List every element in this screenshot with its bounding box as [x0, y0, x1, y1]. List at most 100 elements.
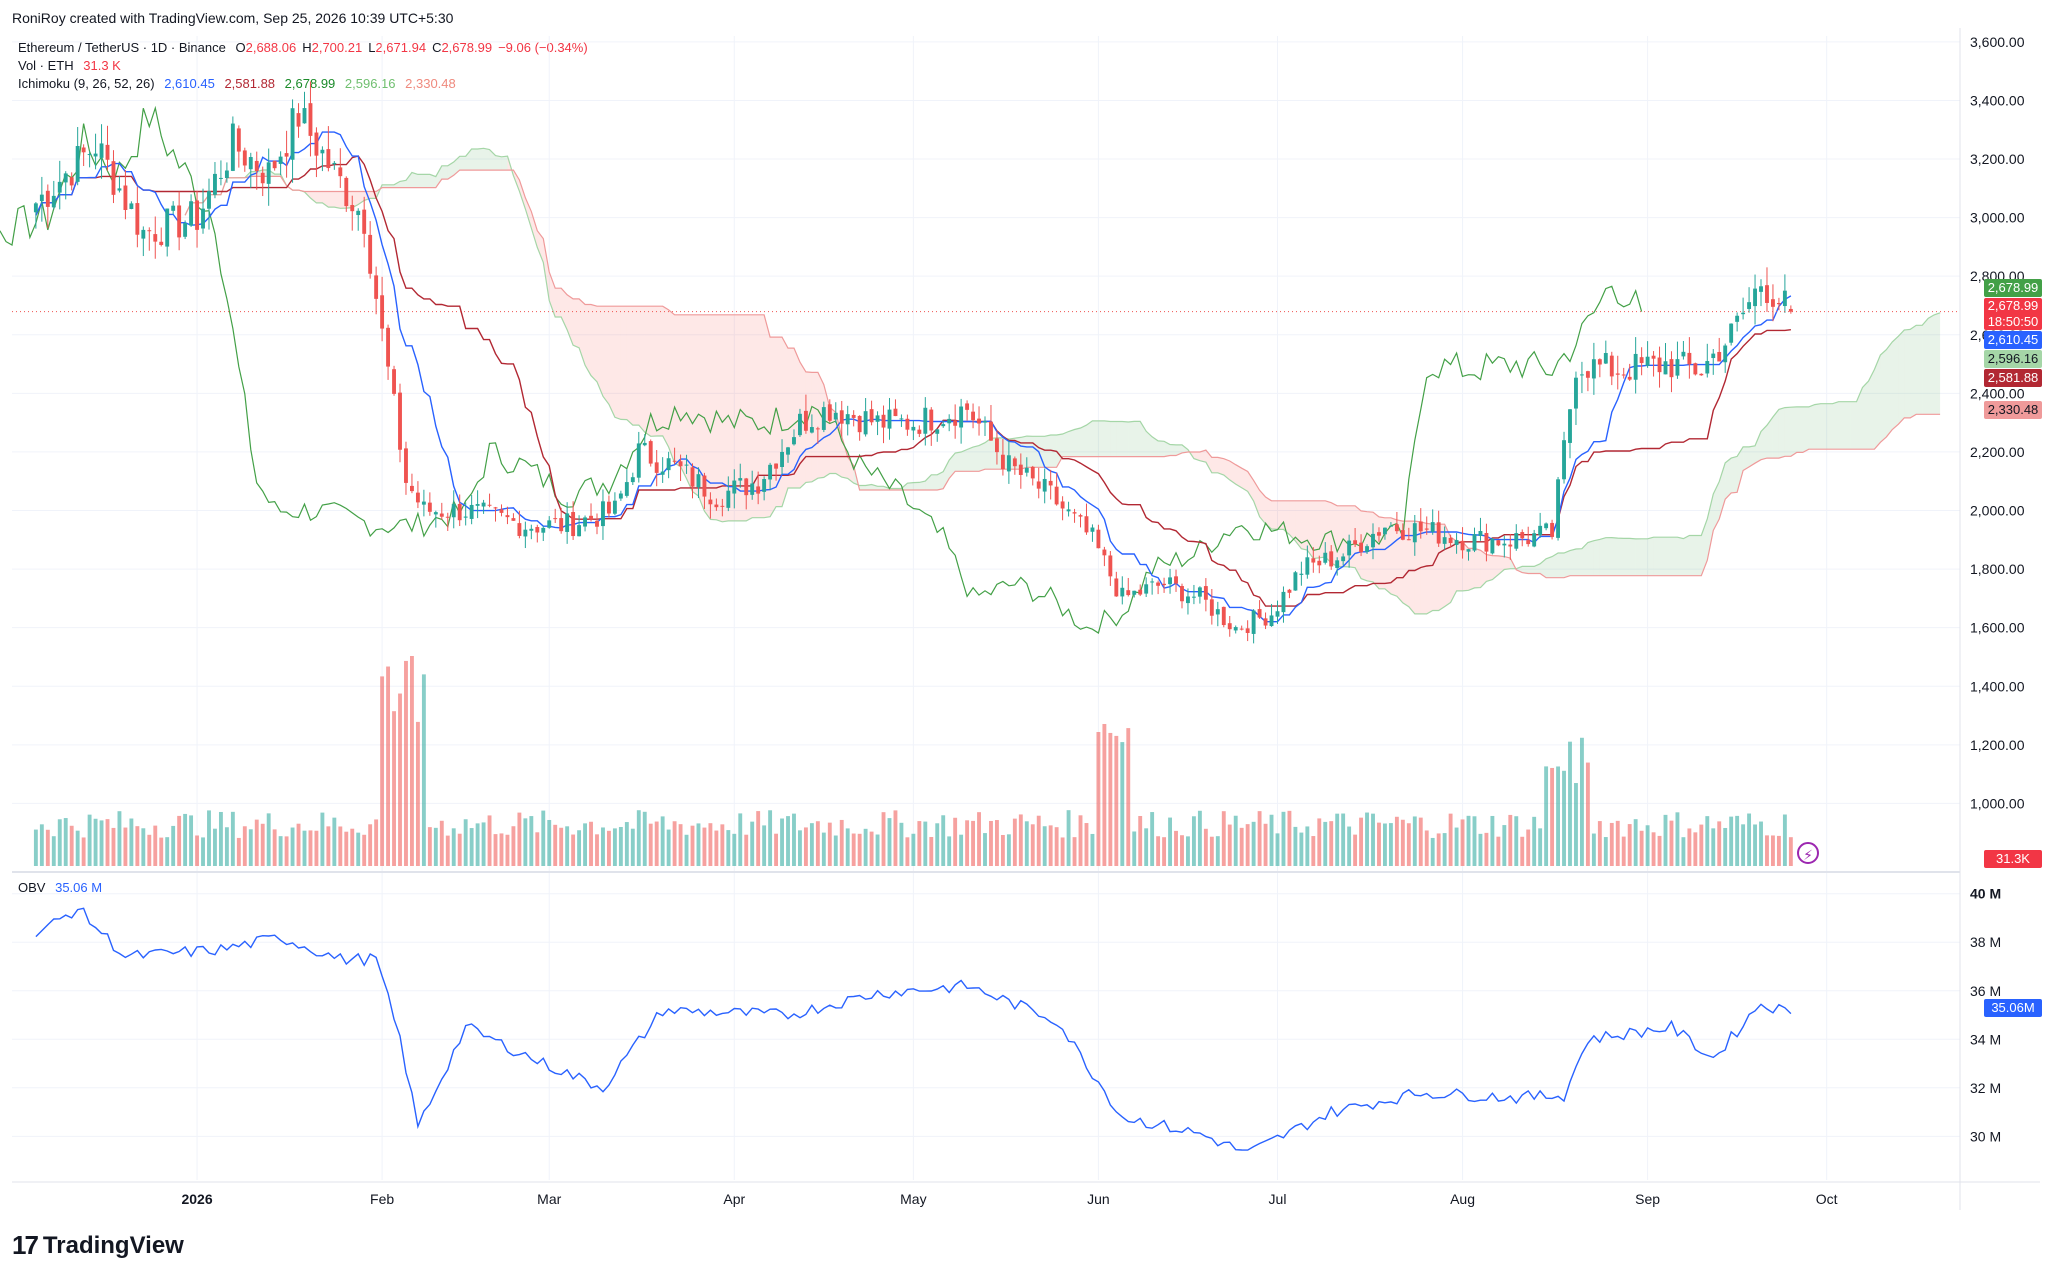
candle-body [965, 403, 970, 410]
volume-bar [1544, 766, 1549, 866]
volume-bar [183, 813, 188, 866]
volume-bar [278, 836, 283, 866]
candle-body [630, 477, 635, 483]
volume-bar [1066, 810, 1071, 866]
volume-bar [559, 827, 564, 866]
volume-bar [798, 830, 802, 866]
volume-bar [1102, 723, 1107, 866]
candle-body [129, 203, 134, 209]
ichimoku-cloud-segment [334, 191, 341, 209]
candle-body [421, 501, 426, 505]
ichimoku-cloud-segment [477, 148, 484, 171]
ichimoku-cloud-segment [1922, 318, 1929, 415]
candle-body [1544, 523, 1549, 529]
obv-legend[interactable]: OBV 35.06 M [18, 880, 108, 895]
volume-bar [1275, 833, 1280, 866]
volume-bar [445, 835, 450, 866]
candle-body [1687, 352, 1692, 365]
candle-body [654, 462, 659, 473]
volume-bar [1215, 836, 1220, 866]
candle-body [1651, 355, 1656, 359]
ichimoku-cloud-segment [1874, 355, 1881, 450]
ichimoku-legend[interactable]: Ichimoku (9, 26, 52, 26) 2,610.45 2,581.… [18, 76, 462, 91]
volume-bar [1496, 836, 1501, 866]
ichimoku-cloud-segment [728, 314, 735, 521]
candle-body [929, 409, 934, 431]
candle-body [1615, 373, 1620, 375]
candle-body [1156, 582, 1161, 586]
candle-body [1782, 290, 1787, 307]
candle-body [1394, 524, 1399, 532]
time-axis-label: Jun [1087, 1191, 1110, 1207]
ichimoku-cloud-segment [1414, 521, 1421, 614]
ichimoku-cloud-segment [591, 304, 597, 382]
ichimoku-cloud-segment [638, 306, 645, 433]
candle-body [236, 128, 241, 152]
ichimoku-cloud-segment [716, 314, 723, 522]
ichimoku-cloud-segment [1080, 425, 1087, 457]
obv-label: OBV [18, 880, 46, 895]
volume-bar [589, 821, 593, 866]
candle-body [392, 369, 396, 394]
ichimoku-cloud-segment [1641, 538, 1648, 576]
volume-bar [595, 834, 599, 866]
volume-bar [839, 819, 844, 866]
volume-bar [1657, 835, 1662, 866]
candle-body [1597, 359, 1602, 365]
volume-bar [415, 721, 420, 866]
ichimoku-cloud-segment [441, 165, 448, 180]
volume-bar [254, 819, 259, 866]
candle-body [881, 414, 886, 428]
candle-body [827, 404, 832, 421]
ichimoku-cloud-segment [1229, 461, 1236, 485]
time-axis-label: Oct [1816, 1191, 1838, 1207]
ichimoku-cloud-segment [1444, 524, 1451, 607]
volume-bar [1120, 742, 1125, 866]
symbol-legend[interactable]: Ethereum / TetherUS · 1D · Binance O2,68… [18, 40, 600, 55]
ichimoku-cloud-segment [1790, 406, 1797, 457]
volume-bar [481, 822, 486, 866]
volume-bar [1490, 815, 1495, 866]
ichimoku-cloud-segment [1402, 521, 1409, 607]
candle-body [499, 509, 504, 513]
volume-bar [1377, 822, 1381, 866]
candle-body [1275, 611, 1280, 617]
ichimoku-cloud-segment [704, 314, 711, 520]
volume-bar [362, 834, 367, 866]
ichimoku-cloud-segment [626, 306, 633, 426]
candle-body [941, 424, 946, 427]
ichimoku-cloud-segment [865, 484, 872, 490]
ichimoku-cloud-segment [1140, 421, 1147, 457]
candle-body [839, 410, 844, 424]
volume-bar [690, 825, 695, 866]
candle-body [505, 515, 510, 518]
time-axis-label: May [900, 1191, 926, 1207]
tradingview-brand[interactable]: 17 TradingView [12, 1230, 184, 1261]
volume-bar [1502, 825, 1507, 866]
volume-legend[interactable]: Vol · ETH 31.3 K [18, 58, 127, 73]
lightning-icon[interactable]: ⚡ [1797, 842, 1819, 864]
candle-body [278, 156, 283, 164]
volume-bar [893, 810, 898, 866]
candle-body [1096, 529, 1101, 549]
price-axis-label: 2,400.00 [1970, 385, 2025, 401]
volume-bar [1000, 834, 1005, 866]
volume-bar [153, 825, 158, 866]
obv-axis-label: 34 M [1970, 1031, 2001, 1047]
volume-bar [201, 837, 205, 866]
candle-body [696, 474, 701, 488]
candle-body [451, 504, 456, 518]
candle-body [1281, 591, 1286, 613]
volume-bar [1568, 741, 1572, 866]
ichimoku-cloud-segment [811, 372, 818, 482]
candle-body [1472, 534, 1477, 551]
ichimoku-cloud-segment [1355, 505, 1362, 579]
candle-body [93, 153, 98, 157]
ichimoku-cloud-segment [531, 211, 538, 248]
candle-body [427, 502, 432, 512]
volume-bar [141, 828, 146, 866]
candle-body [87, 154, 92, 156]
ichimoku-cloud-segment [1850, 401, 1857, 450]
volume-bar [535, 832, 540, 866]
